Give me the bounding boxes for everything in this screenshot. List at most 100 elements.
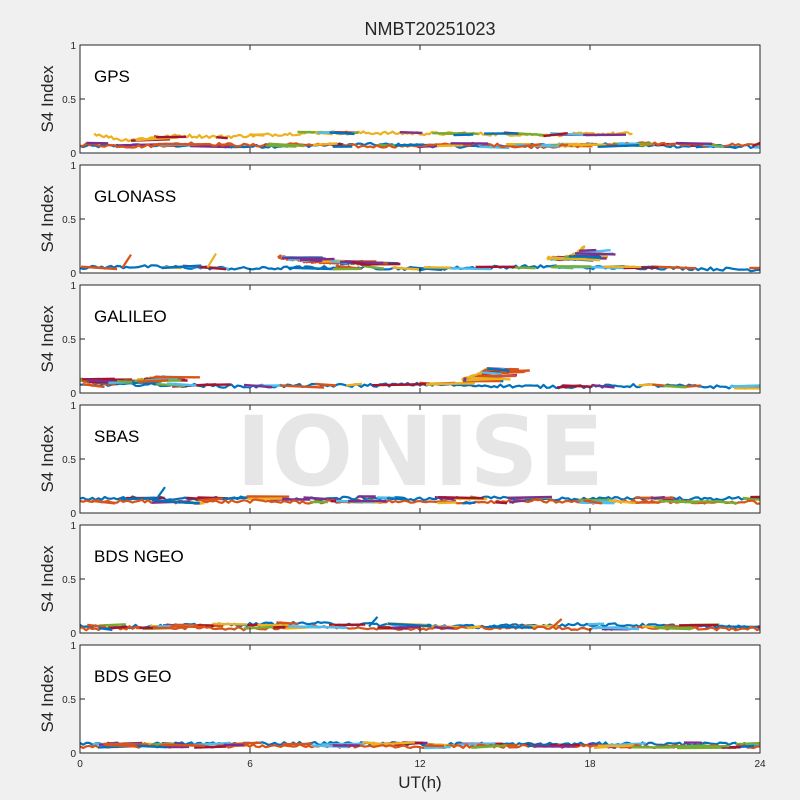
series-fragment	[329, 131, 355, 136]
series-fragment	[449, 267, 492, 271]
panel-glonass: 0 0.5 1 GLONASS S4 Index	[38, 161, 761, 280]
series-fragment	[372, 383, 414, 387]
series-fragment	[346, 382, 363, 387]
series-fragment	[156, 382, 186, 388]
series-fragment	[437, 501, 457, 505]
series-fragment	[91, 499, 116, 505]
series-fragment	[650, 495, 665, 500]
series-fragment	[328, 623, 366, 627]
y-tick-label: 1	[70, 521, 76, 532]
series-fragment	[752, 141, 761, 148]
series-fragment	[488, 625, 533, 629]
series-fragment	[151, 498, 181, 504]
series-fragment	[663, 744, 707, 749]
series-fragment	[513, 143, 542, 149]
series-fragment	[736, 741, 761, 746]
series-fragment	[249, 133, 265, 137]
x-tick-label: 0	[77, 759, 83, 770]
series-fragment	[189, 144, 231, 149]
chart-title: NMBT20251023	[364, 19, 495, 39]
series-fragment	[321, 742, 366, 746]
series-fragment	[86, 379, 114, 383]
series-fragment	[608, 499, 636, 505]
series-fragment	[197, 624, 214, 628]
plot-area	[80, 645, 760, 753]
series-fragment	[268, 142, 305, 148]
y-tick-label: 0	[70, 149, 76, 160]
series-fragment	[651, 265, 697, 270]
series-fragment	[194, 745, 227, 749]
series-fragment	[272, 625, 286, 629]
series-fragment	[434, 626, 454, 630]
series-fragment	[487, 367, 510, 372]
series-fragment	[314, 382, 337, 387]
series-fragment	[729, 384, 761, 388]
series-fragment	[568, 255, 602, 259]
series-fragment	[137, 379, 169, 384]
series-fragment	[98, 626, 113, 632]
x-axis-label: UT(h)	[398, 773, 441, 792]
series-fragment	[197, 497, 223, 502]
series-fragment	[135, 744, 167, 749]
series-fragment	[591, 384, 615, 389]
panel-gps: 0 0.5 1 GPS S4 Index	[38, 41, 761, 160]
y-tick-label: 0.5	[62, 455, 76, 466]
series-fragment	[579, 248, 596, 252]
series-fragment	[583, 499, 603, 505]
y-tick-label: 1	[70, 281, 76, 292]
series-fragment	[288, 624, 320, 629]
series-fragment	[303, 496, 342, 502]
plot-area	[80, 405, 760, 513]
series-fragment	[311, 744, 349, 749]
series-fragment	[116, 379, 133, 384]
plot-area	[80, 285, 760, 393]
series-fragment	[216, 136, 228, 140]
series-fragment	[351, 260, 365, 266]
series-fragment	[594, 626, 640, 631]
series-fragment	[362, 264, 385, 270]
series-fragment	[119, 496, 156, 501]
series-fragment	[340, 260, 384, 264]
series-fragment	[466, 377, 502, 382]
panel-bds-ngeo: 0 0.5 1 BDS NGEO S4 Index	[38, 521, 761, 640]
series-fragment	[495, 501, 508, 505]
series-fragment	[399, 131, 423, 135]
spike-point	[206, 253, 217, 269]
y-tick-label: 0.5	[62, 575, 76, 586]
panel-label: GPS	[94, 67, 130, 86]
series-fragment	[105, 743, 138, 748]
panel-label: GALILEO	[94, 307, 167, 326]
series-fragment	[98, 623, 126, 627]
series-fragment	[392, 266, 420, 271]
series-fragment	[507, 495, 552, 499]
y-tick-label: 1	[70, 161, 76, 172]
panel-sbas: 0 0.5 1 SBAS S4 Index	[38, 401, 761, 520]
panel-label: BDS NGEO	[94, 547, 184, 566]
y-tick-label: 0.5	[62, 95, 76, 106]
y-axis-label: S4 Index	[38, 665, 57, 733]
series-fragment	[300, 257, 335, 262]
y-axis-label: S4 Index	[38, 65, 57, 133]
series-fragment	[387, 622, 432, 628]
y-tick-label: 0.5	[62, 335, 76, 346]
series-fragment	[313, 142, 338, 147]
series-fragment	[466, 625, 481, 630]
series-fragment	[394, 143, 423, 147]
series-fragment	[458, 742, 496, 746]
series-fragment	[481, 371, 502, 376]
series-fragment	[81, 265, 118, 271]
series-fragment	[103, 742, 149, 746]
series-fragment	[409, 266, 442, 272]
series-fragment	[653, 626, 694, 630]
series-fragment	[638, 383, 653, 387]
plot-area	[80, 525, 760, 633]
series-fragment	[212, 622, 248, 626]
series-fragment	[87, 623, 106, 629]
series-fragment	[675, 141, 713, 145]
series-fragment	[158, 142, 201, 146]
series-fragment	[462, 501, 476, 505]
y-axis-label: S4 Index	[38, 305, 57, 373]
series-fragment	[436, 143, 464, 148]
series-fragment	[243, 625, 274, 630]
